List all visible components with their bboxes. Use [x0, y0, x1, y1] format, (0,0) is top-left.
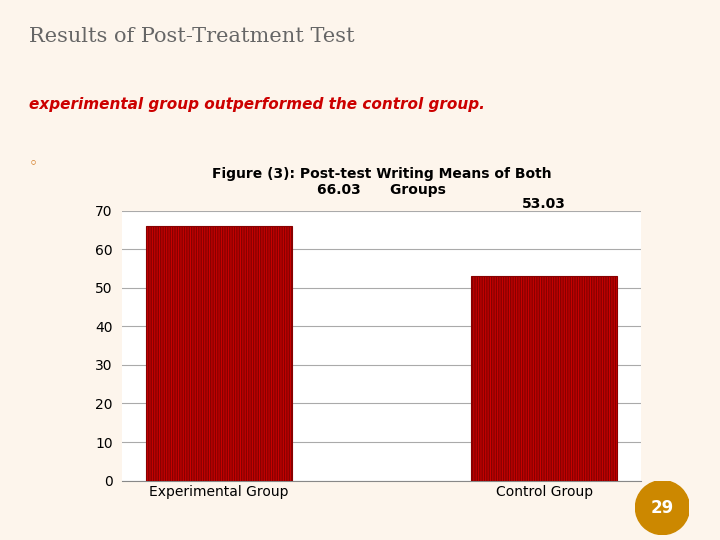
Text: 53.03: 53.03	[522, 197, 566, 211]
Bar	[471, 276, 617, 481]
Text: ◦: ◦	[29, 157, 37, 172]
Bar	[146, 226, 292, 481]
Text: 29: 29	[651, 498, 674, 517]
Circle shape	[635, 481, 690, 535]
Text: Results of Post-Treatment Test: Results of Post-Treatment Test	[29, 27, 354, 46]
Text: experimental group outperformed the control group.: experimental group outperformed the cont…	[29, 97, 485, 112]
Title: Figure (3): Post-test Writing Means of Both
66.03      Groups: Figure (3): Post-test Writing Means of B…	[212, 167, 552, 197]
